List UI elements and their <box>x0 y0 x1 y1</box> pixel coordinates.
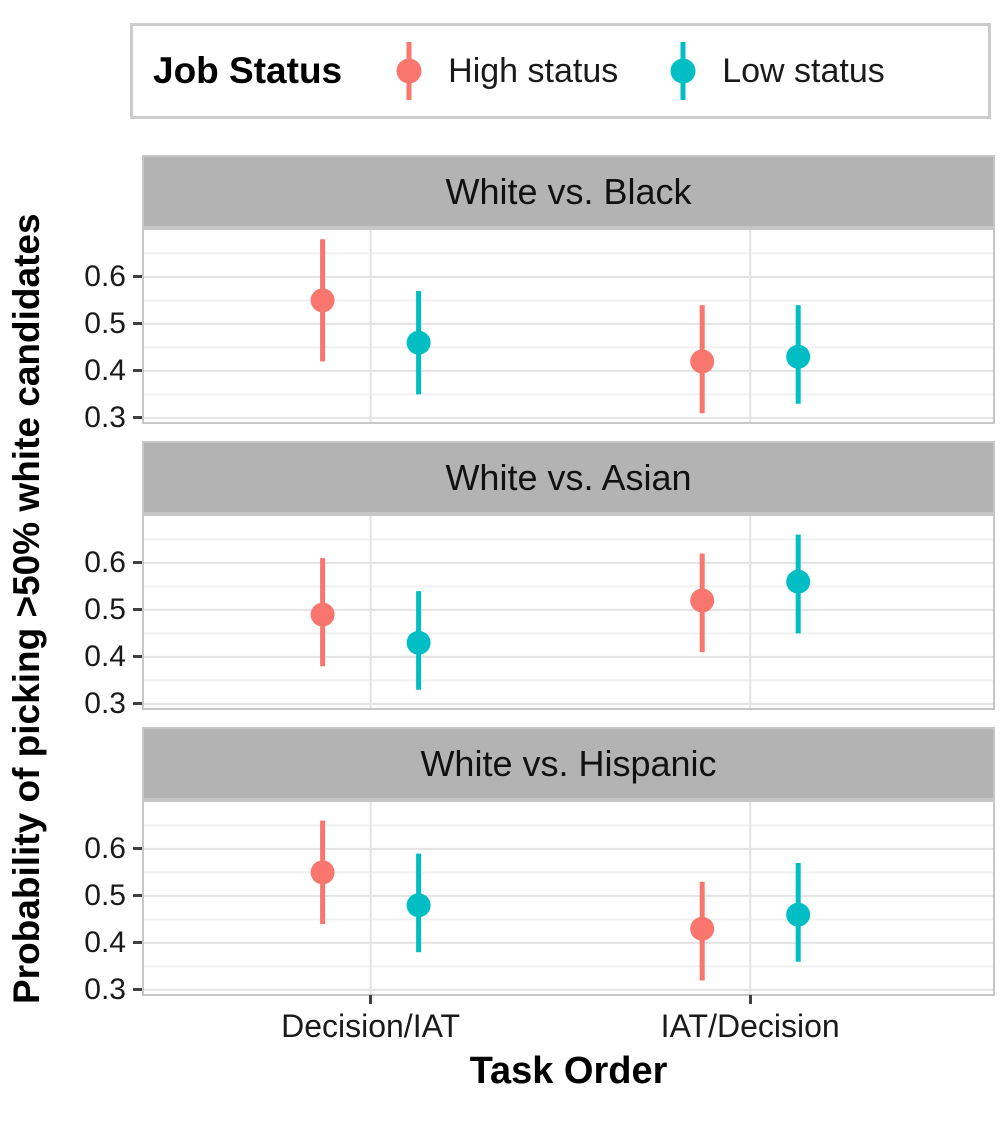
y-tick-label: 0.6 <box>84 831 126 865</box>
y-axis-facet-3: 0.3 0.4 0.5 0.6 <box>50 800 142 1006</box>
y-tick-label: 0.5 <box>84 878 126 912</box>
facet-strip-title: White vs. Black <box>445 170 692 212</box>
y-tick-label: 0.6 <box>84 259 126 293</box>
legend-key-dot <box>396 58 422 84</box>
x-label-decision-iat: Decision/IAT <box>281 1008 461 1044</box>
y-tick-mark <box>133 941 142 945</box>
y-tick-mark <box>133 894 142 898</box>
facet-strip-title: White vs. Hispanic <box>420 742 717 784</box>
y-tick-mark <box>133 369 142 373</box>
y-tick-label: 0.4 <box>84 925 126 959</box>
y-axis-facet-2: 0.3 0.4 0.5 0.6 <box>50 514 142 720</box>
x-tick-iat-decision <box>748 995 752 1004</box>
y-tick-mark <box>133 561 142 565</box>
legend-label-high-status: High status <box>448 51 619 90</box>
facet-panel-white-vs-asian <box>142 514 995 710</box>
x-tick-decision-iat <box>369 995 373 1004</box>
legend-key-dot <box>670 58 696 84</box>
legend-title: Job Status <box>153 50 343 91</box>
y-tick-mark <box>133 702 142 706</box>
y-tick-mark <box>133 608 142 612</box>
y-axis-facet-1: 0.3 0.4 0.5 0.6 <box>50 228 142 434</box>
y-tick-label: 0.4 <box>84 353 126 387</box>
y-tick-label: 0.4 <box>84 639 126 673</box>
y-tick-mark <box>133 988 142 992</box>
facet-panel-white-vs-hispanic <box>142 800 995 996</box>
y-tick-mark <box>133 416 142 420</box>
y-tick-label: 0.5 <box>84 306 126 340</box>
y-tick-mark <box>133 275 142 279</box>
y-tick-mark <box>133 655 142 659</box>
y-axis-title: Probability of picking >50% white candid… <box>6 213 47 1005</box>
y-tick-label: 0.3 <box>84 686 126 720</box>
facet-strip-white-vs-black: White vs. Black <box>142 155 995 228</box>
y-tick-mark <box>133 847 142 851</box>
facet-strip-white-vs-hispanic: White vs. Hispanic <box>142 727 995 800</box>
y-tick-label: 0.3 <box>84 972 126 1006</box>
y-tick-label: 0.5 <box>84 592 126 626</box>
y-tick-label: 0.6 <box>84 545 126 579</box>
legend: Job Status High status Low status <box>130 23 991 119</box>
facet-plot-white-vs-black <box>142 228 995 424</box>
x-label-iat-decision: IAT/Decision <box>660 1008 840 1044</box>
facet-strip-white-vs-asian: White vs. Asian <box>142 441 995 514</box>
legend-label-low-status: Low status <box>722 51 885 90</box>
facet-plot-white-vs-hispanic <box>142 800 995 996</box>
facet-panel-white-vs-black <box>142 228 995 424</box>
low-status-pointrange-icon <box>670 42 696 100</box>
y-tick-mark <box>133 322 142 326</box>
high-status-pointrange-icon <box>396 42 422 100</box>
x-axis-title: Task Order <box>469 1050 668 1092</box>
facet-plot-white-vs-asian <box>142 514 995 710</box>
y-tick-label: 0.3 <box>84 400 126 434</box>
facet-strip-title: White vs. Asian <box>445 456 692 498</box>
